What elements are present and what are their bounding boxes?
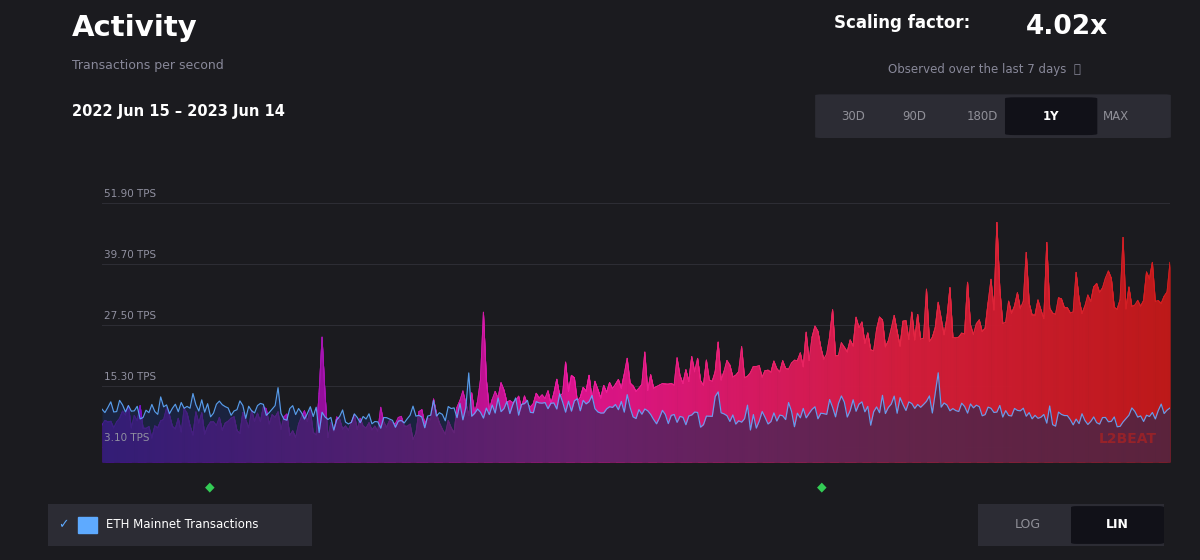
Text: Scaling factor:: Scaling factor:	[834, 14, 976, 32]
Text: ✓: ✓	[59, 519, 70, 531]
Text: 180D: 180D	[967, 110, 998, 123]
Text: L2BEAT: L2BEAT	[1099, 432, 1157, 446]
Text: ◆: ◆	[205, 480, 215, 494]
Text: ETH Mainnet Transactions: ETH Mainnet Transactions	[106, 519, 258, 531]
Text: ◆: ◆	[817, 480, 827, 494]
FancyBboxPatch shape	[1004, 97, 1097, 135]
Text: 3.10 TPS: 3.10 TPS	[104, 432, 150, 442]
Text: 51.90 TPS: 51.90 TPS	[104, 189, 156, 199]
FancyBboxPatch shape	[1072, 506, 1164, 544]
Text: MAX: MAX	[1103, 110, 1129, 123]
Text: 1Y: 1Y	[1043, 110, 1060, 123]
Text: 30D: 30D	[841, 110, 865, 123]
Text: 15.30 TPS: 15.30 TPS	[104, 372, 156, 382]
Text: 90D: 90D	[902, 110, 926, 123]
Text: 39.70 TPS: 39.70 TPS	[104, 250, 156, 260]
Text: Transactions per second: Transactions per second	[72, 59, 223, 72]
Text: 27.50 TPS: 27.50 TPS	[104, 311, 156, 321]
Bar	[78, 517, 97, 533]
Text: Observed over the last 7 days  ⓘ: Observed over the last 7 days ⓘ	[888, 63, 1081, 76]
Text: 2022 Jun 15 – 2023 Jun 14: 2022 Jun 15 – 2023 Jun 14	[72, 104, 284, 119]
FancyBboxPatch shape	[815, 95, 1171, 138]
Text: 4.02x: 4.02x	[1026, 14, 1108, 40]
Text: LIN: LIN	[1106, 519, 1129, 531]
Text: LOG: LOG	[1015, 519, 1042, 531]
Text: Activity: Activity	[72, 14, 198, 42]
